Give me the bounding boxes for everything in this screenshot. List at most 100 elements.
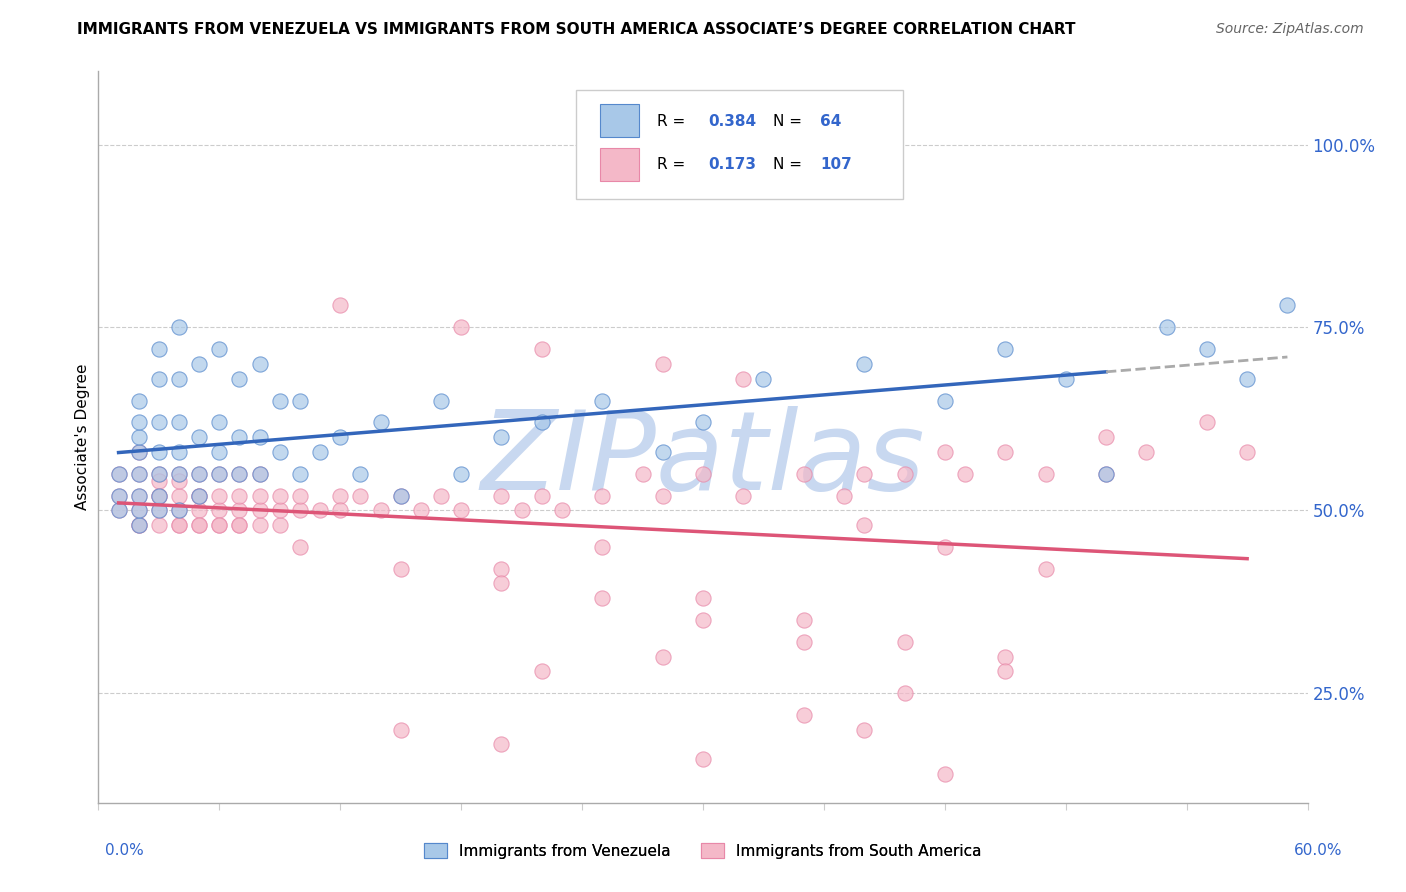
- Point: [208, 467, 231, 481]
- Point: [167, 416, 190, 430]
- Point: [128, 503, 150, 517]
- Point: [309, 503, 332, 517]
- Point: [208, 416, 231, 430]
- Point: [167, 517, 190, 532]
- Point: [934, 540, 956, 554]
- Point: [853, 467, 876, 481]
- Point: [893, 635, 915, 649]
- Point: [208, 467, 231, 481]
- Point: [651, 649, 673, 664]
- Point: [167, 517, 190, 532]
- Point: [128, 489, 150, 503]
- Point: [148, 416, 170, 430]
- Point: [349, 467, 371, 481]
- Point: [128, 444, 150, 458]
- Point: [389, 723, 412, 737]
- Point: [148, 474, 170, 488]
- Point: [1156, 320, 1178, 334]
- Point: [249, 357, 271, 371]
- Point: [1095, 467, 1118, 481]
- Point: [389, 562, 412, 576]
- Point: [148, 489, 170, 503]
- Point: [228, 430, 250, 444]
- Point: [269, 489, 291, 503]
- Point: [450, 320, 472, 334]
- Point: [288, 489, 311, 503]
- Point: [631, 467, 654, 481]
- Point: [107, 467, 129, 481]
- Point: [107, 489, 129, 503]
- Point: [288, 467, 311, 481]
- Point: [188, 489, 211, 503]
- Point: [167, 467, 190, 481]
- Point: [148, 489, 170, 503]
- Point: [591, 591, 613, 605]
- Point: [329, 298, 352, 312]
- Point: [450, 467, 472, 481]
- Text: ZIPatlas: ZIPatlas: [481, 406, 925, 513]
- Point: [491, 576, 513, 591]
- Point: [530, 664, 553, 678]
- Point: [269, 517, 291, 532]
- Point: [208, 517, 231, 532]
- Point: [430, 393, 453, 408]
- Point: [188, 430, 211, 444]
- Point: [1035, 467, 1057, 481]
- Text: 64: 64: [820, 113, 842, 128]
- Point: [148, 503, 170, 517]
- Point: [208, 343, 231, 357]
- Point: [128, 416, 150, 430]
- Point: [329, 503, 352, 517]
- Point: [128, 517, 150, 532]
- Point: [994, 664, 1017, 678]
- Text: 0.0%: 0.0%: [105, 843, 145, 858]
- Point: [208, 489, 231, 503]
- Point: [148, 444, 170, 458]
- Point: [1095, 430, 1118, 444]
- Point: [309, 444, 332, 458]
- Point: [530, 416, 553, 430]
- Point: [1195, 416, 1218, 430]
- Point: [893, 467, 915, 481]
- Point: [167, 444, 190, 458]
- Point: [167, 320, 190, 334]
- Point: [591, 540, 613, 554]
- Point: [793, 613, 815, 627]
- Point: [128, 467, 150, 481]
- Point: [188, 467, 211, 481]
- Point: [530, 489, 553, 503]
- Point: [893, 686, 915, 700]
- Point: [551, 503, 574, 517]
- Point: [1236, 371, 1258, 385]
- Point: [994, 444, 1017, 458]
- FancyBboxPatch shape: [600, 148, 638, 181]
- Point: [491, 562, 513, 576]
- Point: [128, 517, 150, 532]
- Point: [370, 416, 392, 430]
- Point: [349, 489, 371, 503]
- Text: R =: R =: [657, 113, 690, 128]
- Text: Source: ZipAtlas.com: Source: ZipAtlas.com: [1216, 22, 1364, 37]
- Point: [228, 489, 250, 503]
- Point: [288, 503, 311, 517]
- Point: [651, 489, 673, 503]
- Point: [692, 416, 714, 430]
- Point: [1035, 562, 1057, 576]
- Text: IMMIGRANTS FROM VENEZUELA VS IMMIGRANTS FROM SOUTH AMERICA ASSOCIATE’S DEGREE CO: IMMIGRANTS FROM VENEZUELA VS IMMIGRANTS …: [77, 22, 1076, 37]
- Point: [530, 343, 553, 357]
- Point: [793, 708, 815, 723]
- Point: [148, 467, 170, 481]
- Point: [953, 467, 976, 481]
- Text: N =: N =: [773, 113, 807, 128]
- Point: [107, 503, 129, 517]
- Point: [752, 371, 775, 385]
- Point: [228, 371, 250, 385]
- FancyBboxPatch shape: [576, 90, 903, 200]
- Text: R =: R =: [657, 158, 690, 172]
- Point: [228, 467, 250, 481]
- Point: [167, 503, 190, 517]
- Point: [793, 467, 815, 481]
- Point: [994, 343, 1017, 357]
- Point: [107, 467, 129, 481]
- Point: [128, 489, 150, 503]
